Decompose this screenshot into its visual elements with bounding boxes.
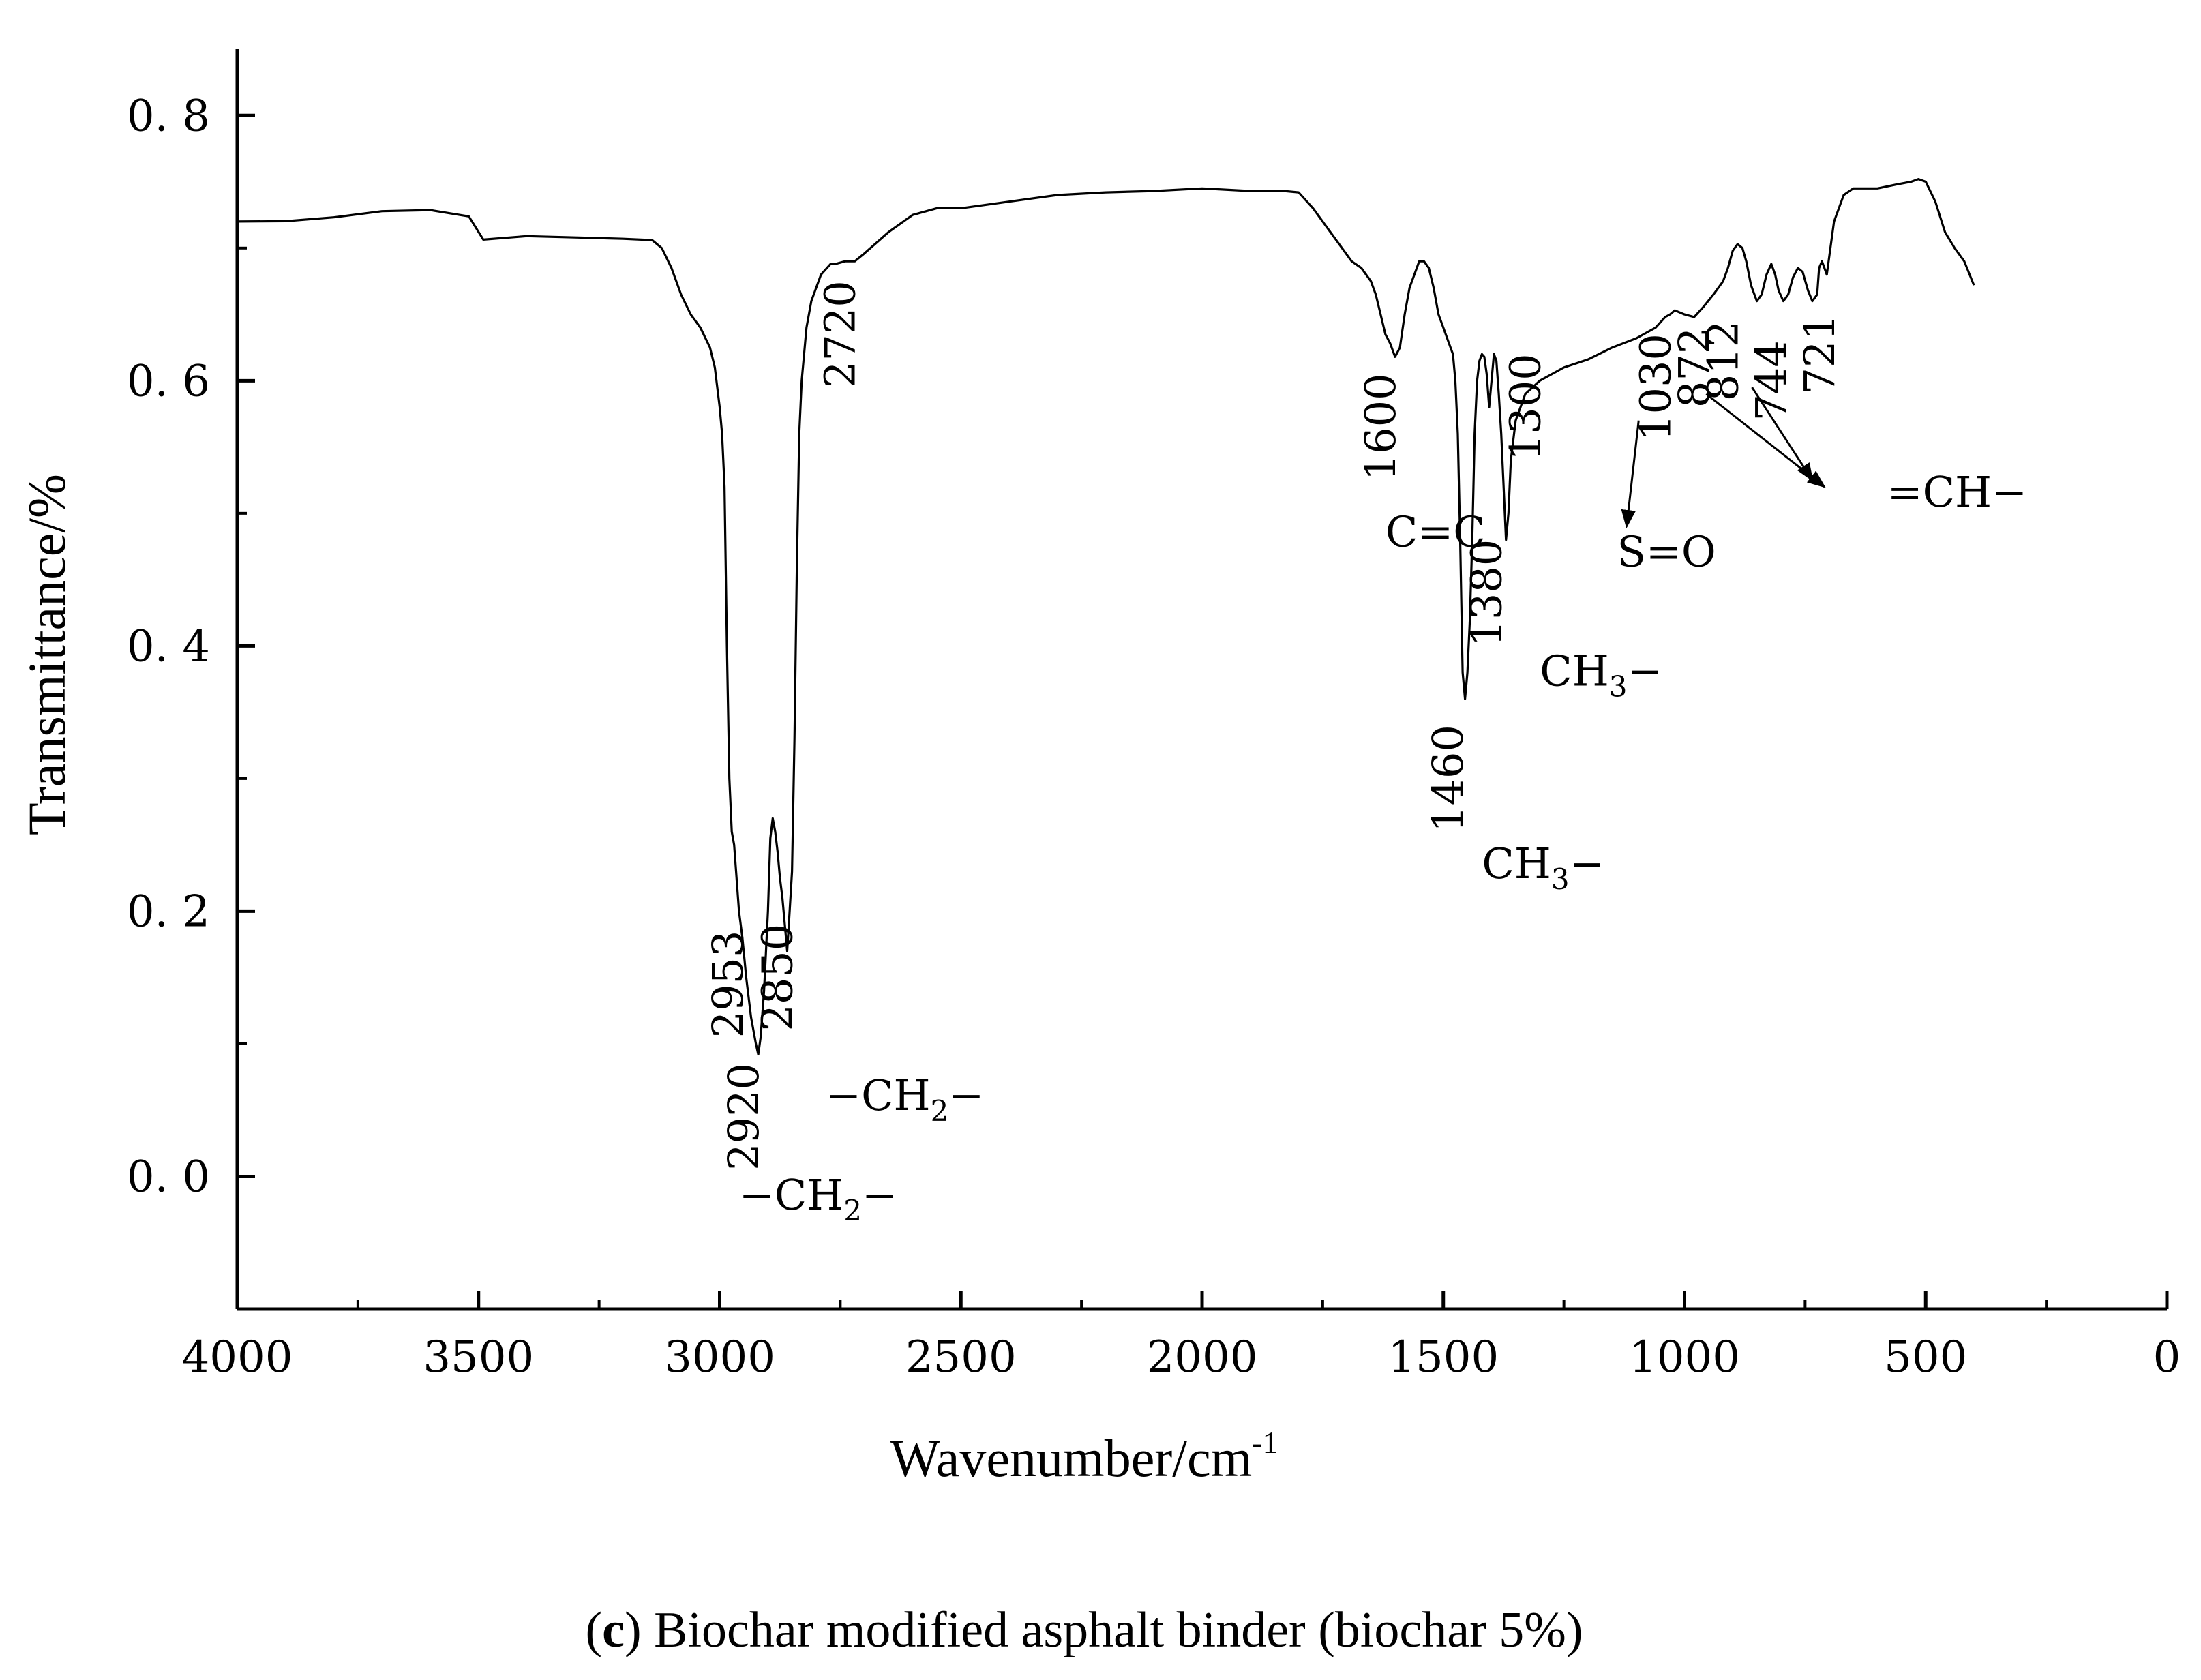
x-axis-ticks: 4000 3500 3000 2500 2000 1500 1000 500 0 xyxy=(182,1291,2181,1383)
x-tick-label: 3000 xyxy=(664,1332,775,1383)
x-axis-title: Wavenumber/cm-1 xyxy=(890,1425,1278,1488)
x-tick-label: 4000 xyxy=(182,1332,293,1383)
y-axis-title: Transmittance/% xyxy=(17,474,76,835)
x-tick-label: 2000 xyxy=(1147,1332,1258,1383)
peak-label: 2720 xyxy=(815,280,865,388)
group-label-main: −CH xyxy=(739,1170,843,1220)
group-label-subscript: 2 xyxy=(843,1194,862,1227)
peak-label: 1600 xyxy=(1356,374,1405,481)
group-label-main: C=C xyxy=(1386,507,1486,556)
x-tick-label: 1000 xyxy=(1629,1332,1740,1383)
x-tick-label: 2500 xyxy=(905,1332,1017,1383)
group-label-tail: − xyxy=(948,1070,984,1120)
x-tick-label: 500 xyxy=(1884,1332,1967,1383)
group-label-subscript: 3 xyxy=(1609,670,1628,704)
y-tick-label: 0. 8 xyxy=(127,91,210,141)
group-label: =CH− xyxy=(1887,467,2027,517)
axes xyxy=(235,49,2167,1311)
group-label: −CH2− xyxy=(739,1170,897,1227)
x-tick-label: 3500 xyxy=(423,1332,534,1383)
group-label-tail: − xyxy=(1570,839,1605,888)
peak-label: 812 xyxy=(1698,320,1748,401)
group-label-main: CH xyxy=(1540,646,1609,696)
group-label: CH3− xyxy=(1482,839,1604,896)
annotation-arrow xyxy=(1621,420,1640,528)
group-label: CH3− xyxy=(1540,646,1662,704)
caption-text: ) Biochar modified asphalt binder (bioch… xyxy=(625,1602,1583,1658)
group-label-main: CH xyxy=(1482,839,1551,888)
group-label: C=C xyxy=(1386,507,1486,556)
y-tick-label: 0. 2 xyxy=(127,886,210,937)
group-label: −CH2− xyxy=(826,1070,984,1128)
caption-open: ( xyxy=(585,1602,602,1658)
group-label-main: −CH xyxy=(826,1070,930,1120)
plot-area xyxy=(237,178,1975,1056)
group-label-main: S=O xyxy=(1617,527,1716,577)
y-tick-label: 0. 4 xyxy=(127,621,210,672)
group-label-subscript: 3 xyxy=(1551,862,1570,896)
x-axis-title-superscript: -1 xyxy=(1252,1425,1278,1460)
group-label-main: =CH− xyxy=(1887,467,2027,517)
x-axis-title-main: Wavenumber/cm xyxy=(890,1428,1252,1488)
peak-label: 872 xyxy=(1669,327,1719,408)
peak-label: 2850 xyxy=(753,924,803,1032)
peak-label: 744 xyxy=(1746,340,1796,421)
peak-label: 721 xyxy=(1795,314,1844,394)
peak-label: 2953 xyxy=(703,931,753,1038)
annotation-arrow xyxy=(1751,387,1814,482)
peak-label: 1380 xyxy=(1462,539,1512,647)
group-label-subscript: 2 xyxy=(931,1094,949,1128)
caption-letter: c xyxy=(602,1602,625,1658)
y-tick-label: 0. 6 xyxy=(127,356,210,406)
y-axis-ticks: 0. 0 0. 2 0. 4 0. 6 0. 8 xyxy=(127,91,255,1310)
x-tick-label: 1500 xyxy=(1388,1332,1499,1383)
peak-label: 1460 xyxy=(1423,725,1473,832)
spectrum-line-series-0 xyxy=(237,178,1975,1056)
group-label-tail: − xyxy=(862,1170,897,1220)
figure-caption: (c) Biochar modified asphalt binder (bio… xyxy=(585,1602,1583,1658)
group-label-tail: − xyxy=(1628,646,1663,696)
group-label: S=O xyxy=(1617,527,1716,577)
peak-label: 2920 xyxy=(719,1063,768,1171)
x-tick-label: 0 xyxy=(2153,1332,2181,1383)
y-tick-label: 0. 0 xyxy=(127,1152,210,1202)
peak-label: 1300 xyxy=(1500,353,1550,461)
